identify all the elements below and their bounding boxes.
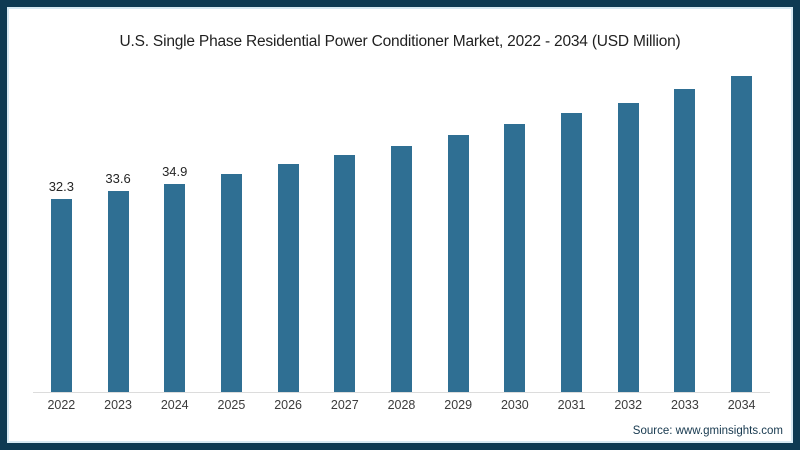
bar-group: 2034 — [713, 76, 770, 412]
bar-group: 2025 — [203, 174, 260, 412]
x-axis-label: 2031 — [557, 398, 586, 412]
bar-2031[interactable] — [561, 113, 583, 393]
bar-2023[interactable] — [107, 191, 129, 393]
bars-container: 32.3 2022 33.6 2023 34.9 2024 2025 2026 2027 2028… — [33, 53, 770, 412]
x-axis-label: 2030 — [500, 398, 529, 412]
chart-title: U.S. Single Phase Residential Power Cond… — [119, 33, 681, 50]
x-axis-label: 2024 — [160, 398, 189, 412]
bar-2027[interactable] — [334, 155, 356, 393]
bar-group: 2032 — [600, 103, 657, 412]
bar-group: 2030 — [487, 124, 544, 412]
x-axis-label: 2026 — [274, 398, 302, 412]
bar-2033[interactable] — [674, 89, 696, 393]
x-axis-label: 2023 — [104, 398, 132, 412]
bar-group: 32.3 2022 — [33, 179, 90, 412]
x-axis-label: 2034 — [727, 398, 756, 412]
x-axis-label: 2032 — [614, 398, 643, 412]
bar-group: 2026 — [260, 164, 317, 412]
x-axis-label: 2033 — [671, 398, 699, 412]
bar-2034[interactable] — [731, 76, 753, 393]
bar-2030[interactable] — [504, 124, 526, 393]
x-axis-line — [33, 392, 770, 393]
source-text: Source: www.gminsights.com — [632, 425, 783, 437]
bar-2029[interactable] — [447, 135, 469, 393]
x-axis-label: 2022 — [47, 398, 76, 412]
bar-value-label: 33.6 — [105, 171, 131, 186]
chart-canvas: U.S. Single Phase Residential Power Cond… — [7, 7, 793, 443]
bar-group: 2033 — [657, 89, 714, 412]
bar-2022[interactable] — [50, 199, 72, 393]
bar-2026[interactable] — [277, 164, 299, 393]
bar-2028[interactable] — [390, 146, 412, 393]
plot-area: 32.3 2022 33.6 2023 34.9 2024 2025 2026 2027 2028… — [33, 53, 770, 412]
bar-group: 34.9 2024 — [146, 164, 203, 412]
bar-value-label: 32.3 — [48, 179, 74, 194]
bar-group: 2029 — [430, 135, 487, 412]
x-axis-label: 2027 — [330, 398, 359, 412]
bar-group: 2027 — [316, 155, 373, 412]
bar-2024[interactable] — [164, 184, 186, 393]
bar-2032[interactable] — [617, 103, 639, 393]
x-axis-label: 2029 — [444, 398, 473, 412]
x-axis-label: 2025 — [217, 398, 246, 412]
bar-group: 2031 — [543, 113, 600, 412]
x-axis-label: 2028 — [387, 398, 416, 412]
bar-2025[interactable] — [220, 174, 242, 393]
bar-value-label: 34.9 — [162, 164, 188, 179]
bar-group: 33.6 2023 — [90, 171, 147, 412]
bar-group: 2028 — [373, 146, 430, 412]
